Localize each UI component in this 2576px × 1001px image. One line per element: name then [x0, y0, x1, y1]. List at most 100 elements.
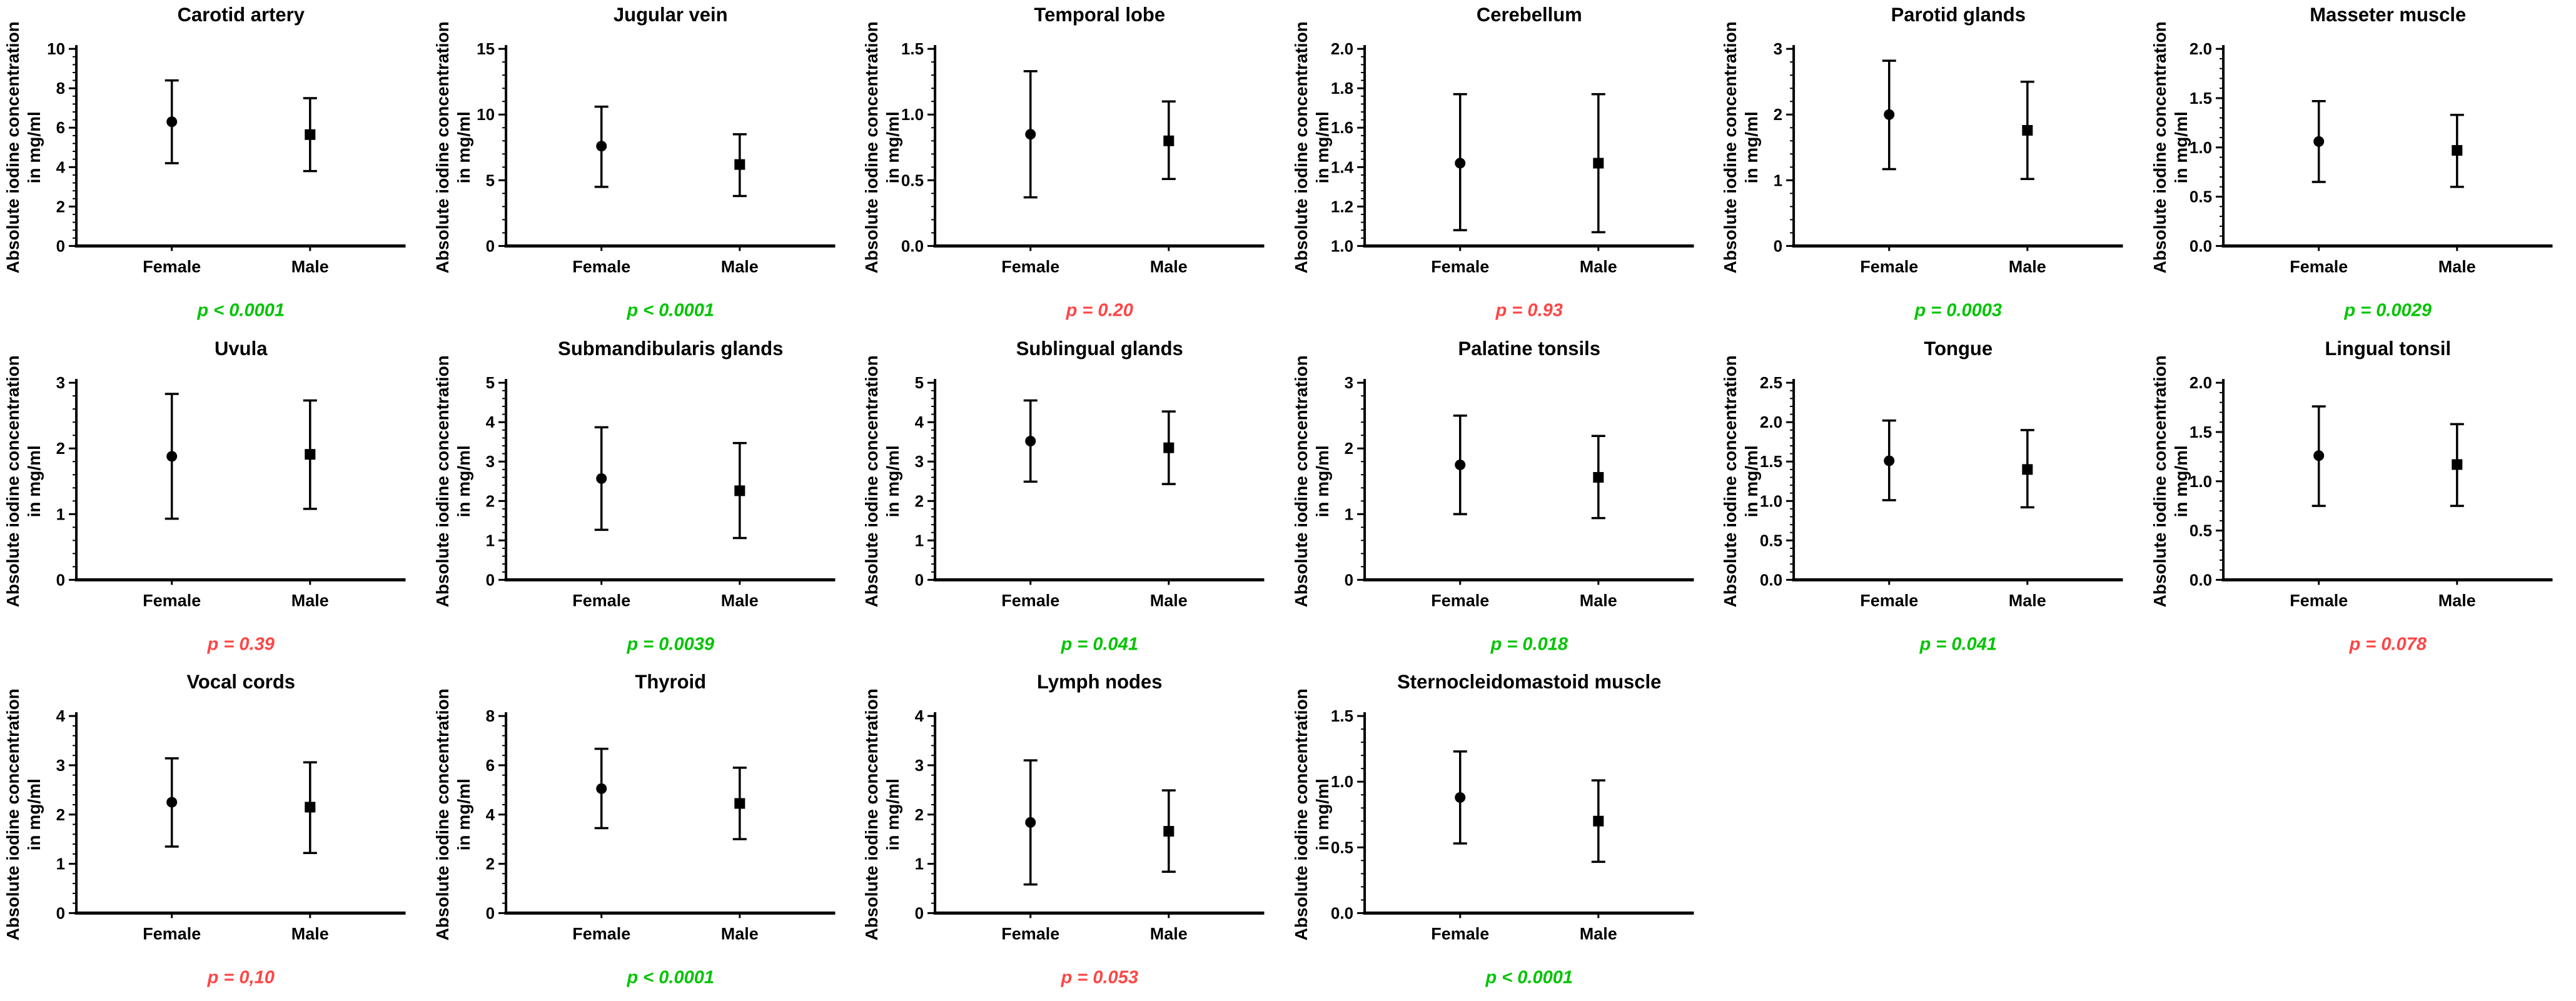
y-tick-label: 6 [56, 118, 65, 137]
y-axis-label-line1: Absolute iodine concentration [3, 355, 23, 607]
chart-masseter-muscle: Masseter muscle Absolute iodine concentra… [2147, 0, 2576, 334]
x-category-label-male: Male [1150, 591, 1188, 610]
y-axis-label-line2: in mg/ml [24, 111, 44, 183]
chart-svg-thyroid: Thyroid Absolute iodine concentration in m… [433, 671, 835, 988]
chart-sternocleidomastoid-muscle: Sternocleidomastoid muscle Absolute iodin… [1288, 667, 1718, 1001]
y-tick-label: 2.0 [2189, 39, 2211, 58]
y-axis-label-line2: in mg/ml [883, 778, 902, 850]
chart-title: Sublingual glands [1016, 338, 1183, 360]
y-tick-label: 1.0 [1760, 491, 1782, 510]
y-axis-label-line1: Absolute iodine concentration [1720, 355, 1740, 607]
y-tick-label: 2.0 [1330, 39, 1353, 58]
chart-svg-parotid-glands: Parotid glands Absolute iodine concentrat… [1720, 4, 2123, 320]
chart-jugular-vein: Jugular vein Absolute iodine concentratio… [430, 0, 859, 334]
chart-title: Cerebellum [1476, 4, 1582, 26]
y-tick-label: 1 [56, 855, 65, 873]
marker-female-circle [595, 141, 607, 152]
marker-male-square [2022, 124, 2033, 136]
y-tick-label: 4 [56, 158, 66, 176]
chart-title: Parotid glands [1891, 4, 2026, 26]
chart-svg-lymph-nodes: Lymph nodes Absolute iodine concentration… [862, 671, 1265, 988]
y-tick-label: 2 [56, 805, 65, 824]
y-tick-label: 0.5 [901, 171, 924, 189]
marker-female-circle [1025, 817, 1036, 828]
marker-male-square [1163, 135, 1174, 146]
y-tick-label: 1 [1774, 171, 1782, 189]
chart-cerebellum: Cerebellum Absolute iodine concentration i… [1288, 0, 1718, 334]
y-tick-label: 1 [485, 531, 494, 550]
chart-svg-tongue: Tongue Absolute iodine concentration in mg… [1720, 338, 2123, 654]
marker-female-circle [2313, 450, 2324, 461]
x-category-label-female: Female [143, 925, 201, 943]
x-category-label-female: Female [1860, 591, 1918, 610]
y-tick-label: 1 [56, 505, 65, 523]
marker-female-circle [1025, 435, 1036, 446]
marker-male-square [305, 129, 316, 140]
p-value-label: p = 0.041 [1919, 634, 1997, 654]
chart-title: Masseter muscle [2310, 4, 2466, 26]
y-tick-label: 0 [485, 570, 494, 589]
x-category-label-male: Male [2438, 257, 2475, 276]
y-tick-label: 2 [1344, 439, 1353, 458]
p-value-label: p = 0.0039 [626, 634, 714, 654]
y-axis-label-line1: Absolute iodine concentration [3, 21, 23, 273]
y-tick-label: 1.5 [2189, 89, 2211, 108]
y-axis-label-line1: Absolute iodine concentration [1291, 355, 1311, 607]
y-tick-label: 3 [915, 452, 924, 471]
chart-title: Temporal lobe [1034, 4, 1165, 26]
x-category-label-female: Female [1001, 925, 1059, 943]
y-tick-label: 2 [56, 197, 65, 216]
y-tick-label: 2 [485, 855, 494, 873]
y-tick-label: 2 [1774, 105, 1782, 124]
chart-submandibularis-glands: Submandibularis glands Absolute iodine co… [430, 334, 859, 668]
y-axis-label-line2: in mg/ml [1742, 111, 1761, 183]
y-axis-label-line1: Absolute iodine concentration [3, 688, 23, 940]
chart-title: Palatine tonsils [1458, 338, 1600, 360]
y-tick-label: 4 [485, 413, 495, 431]
y-tick-label: 1.6 [1330, 118, 1353, 137]
x-category-label-female: Female [143, 257, 201, 276]
y-axis-label-line2: in mg/ml [1742, 445, 1761, 517]
y-axis-label-line1: Absolute iodine concentration [862, 688, 881, 940]
marker-male-square [1163, 442, 1174, 453]
y-tick-label: 15 [477, 39, 495, 58]
y-tick-label: 10 [47, 39, 65, 58]
x-category-label-male: Male [1579, 257, 1617, 276]
x-category-label-female: Female [1860, 257, 1918, 276]
chart-title: Jugular vein [613, 4, 727, 26]
marker-male-square [1163, 826, 1174, 837]
y-tick-label: 1 [1344, 505, 1353, 523]
x-category-label-male: Male [1150, 925, 1188, 943]
y-tick-label: 0 [56, 236, 65, 255]
y-tick-label: 1.5 [1330, 707, 1353, 725]
chart-title: Uvula [215, 338, 268, 360]
p-value-label: p = 0.0003 [1914, 300, 2003, 320]
y-tick-label: 3 [1774, 39, 1782, 58]
x-category-label-female: Female [2290, 591, 2348, 610]
y-tick-label: 2.5 [1760, 373, 1782, 392]
y-tick-label: 2.0 [2189, 373, 2211, 392]
y-tick-label: 1.0 [2189, 138, 2211, 157]
y-tick-label: 2 [485, 491, 494, 510]
marker-male-square [1592, 471, 1604, 483]
chart-palatine-tonsils: Palatine tonsils Absolute iodine concentr… [1288, 334, 1718, 668]
marker-female-circle [1454, 459, 1465, 470]
marker-female-circle [595, 473, 607, 484]
y-tick-label: 2 [915, 491, 924, 510]
x-category-label-female: Female [572, 925, 630, 943]
marker-female-circle [166, 116, 178, 128]
chart-svg-cerebellum: Cerebellum Absolute iodine concentration i… [1291, 4, 1694, 320]
y-tick-label: 2.0 [1760, 413, 1782, 431]
marker-female-circle [166, 797, 178, 808]
y-tick-label: 3 [1344, 373, 1353, 392]
x-category-label-female: Female [2290, 257, 2348, 276]
p-value-label: p = 0.93 [1495, 300, 1562, 320]
y-tick-label: 4 [915, 707, 924, 725]
y-tick-label: 0 [1344, 570, 1353, 589]
y-tick-label: 4 [56, 707, 66, 725]
chart-title: Carotid artery [178, 4, 305, 26]
y-tick-label: 1.5 [901, 39, 924, 58]
y-axis-label-line2: in mg/ml [454, 111, 473, 183]
y-tick-label: 0 [1774, 236, 1782, 255]
